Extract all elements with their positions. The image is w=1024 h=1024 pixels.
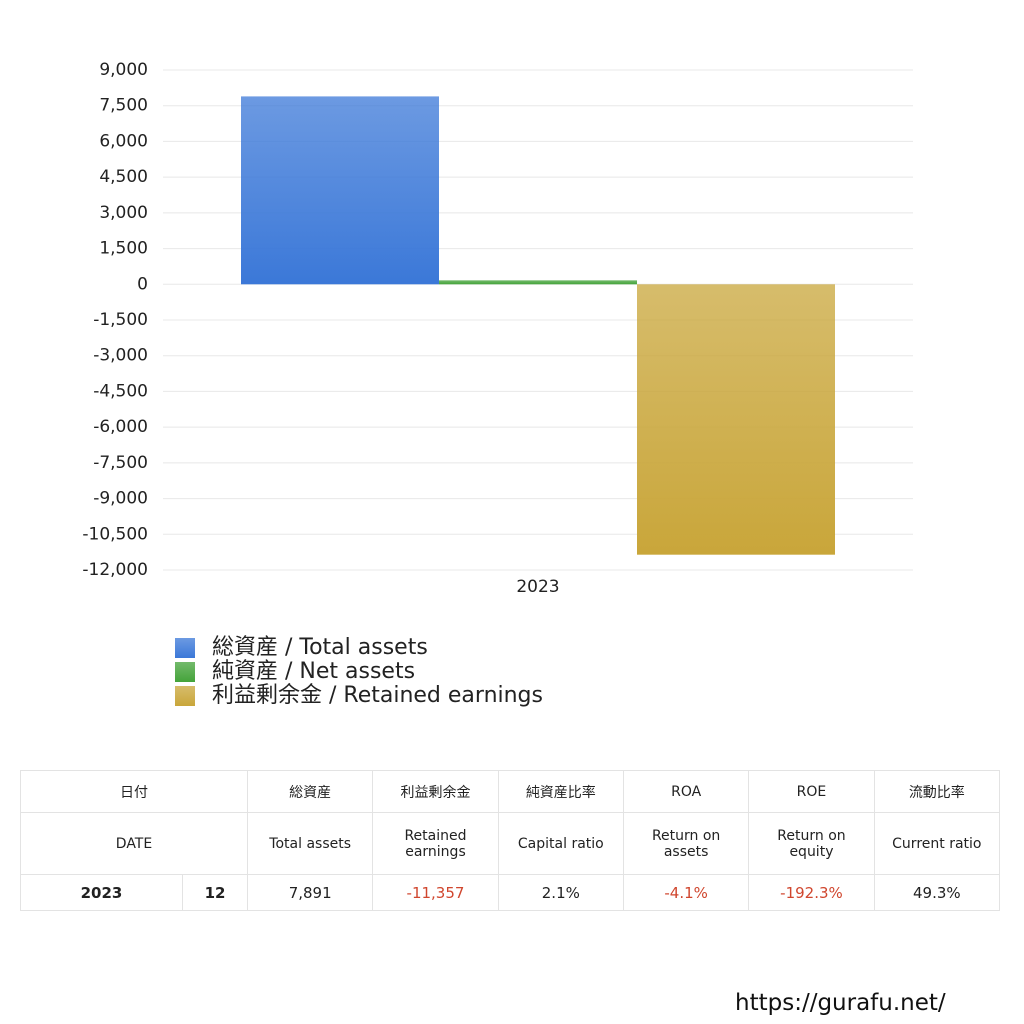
y-tick-label: 3,000: [99, 203, 148, 223]
x-tick-label: 2023: [516, 577, 559, 597]
header-cell: Capital ratio: [497, 812, 624, 875]
header-cell: 流動比率: [873, 770, 1001, 813]
cell: 49.3%: [873, 874, 1001, 911]
cell: 2023: [20, 874, 183, 911]
legend-swatch: [175, 638, 195, 658]
cell: 2.1%: [497, 874, 624, 911]
y-tick-label: 6,000: [99, 131, 148, 151]
y-tick-label: -12,000: [82, 560, 148, 580]
header-cell: 日付: [20, 770, 248, 813]
bar: [637, 284, 835, 555]
bar: [439, 280, 637, 285]
header-cell: Current ratio: [873, 812, 1001, 875]
cell: -4.1%: [622, 874, 750, 911]
y-tick-label: -4,500: [93, 381, 148, 401]
y-tick-label: 0: [137, 274, 148, 294]
y-tick-label: -6,000: [93, 417, 148, 437]
y-tick-label: 7,500: [99, 96, 148, 116]
chart: 9,000 7,500 6,000 4,500 3,000 1,500 0 -1,500 -3,…: [82, 60, 913, 708]
legend-swatch: [175, 686, 195, 706]
header-cell: Total assets: [246, 812, 374, 875]
cell: 12: [182, 874, 248, 911]
header-cell: DATE: [20, 812, 248, 875]
legend-label: 総資産 / Total assets: [212, 635, 428, 660]
legend-label: 利益剰余金 / Retained earnings: [212, 683, 543, 708]
header-cell: Retained earnings: [404, 827, 467, 860]
header-cell: Return on equity: [777, 827, 846, 860]
y-tick-label: -10,500: [82, 524, 148, 544]
y-tick-label: 9,000: [99, 60, 148, 80]
header-cell: ROA: [622, 770, 750, 813]
y-tick-label: 4,500: [99, 167, 148, 187]
y-tick-label: -9,000: [93, 489, 148, 509]
data-table: 日付 総資産 利益剰余金 純資産比率 ROA ROE 流動比率 DATE Tot…: [20, 770, 1001, 911]
header-cell: Return on assets: [651, 827, 721, 860]
cell: -11,357: [372, 874, 499, 911]
bar: [241, 96, 439, 285]
cell: 7,891: [246, 874, 374, 911]
header-cell: ROE: [748, 770, 875, 813]
y-tick-label: -3,000: [93, 346, 148, 366]
y-tick-label: -7,500: [93, 453, 148, 473]
header-cell: 利益剰余金: [372, 770, 499, 813]
y-tick-label: 1,500: [99, 239, 148, 259]
legend-swatch: [175, 662, 195, 682]
y-tick-label: -1,500: [93, 310, 148, 330]
header-cell: 総資産: [246, 770, 374, 813]
cell: -192.3%: [748, 874, 875, 911]
header-cell: 純資産比率: [497, 770, 624, 813]
site-url: https://gurafu.net/: [735, 990, 946, 1016]
legend-label: 純資産 / Net assets: [212, 659, 415, 684]
